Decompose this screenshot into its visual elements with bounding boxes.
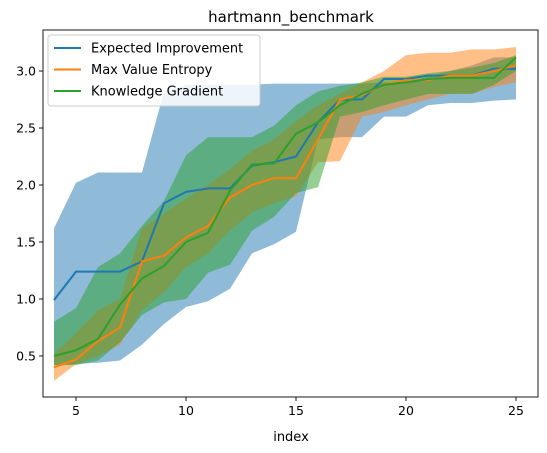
chart-title: hartmann_benchmark (208, 8, 374, 27)
y-tick-label: 2.5 (16, 121, 36, 136)
max-value-entropy-legend-label: Max Value Entropy (91, 63, 213, 78)
x-axis-label: index (273, 430, 309, 445)
expected-improvement-line (53, 67, 516, 301)
y-tick-label: 0.5 (16, 348, 36, 363)
expected-improvement-legend-label: Expected Improvement (91, 42, 243, 57)
plot-frame (42, 29, 539, 398)
y-tick-label: 3.0 (16, 64, 36, 79)
knowledge-gradient-band (54, 55, 516, 366)
y-axis: 0.5 1.0 1.5 2.0 2.5 3.0 (16, 64, 43, 363)
y-tick-label: 1.5 (16, 234, 36, 249)
x-tick-label: 25 (508, 403, 524, 418)
x-tick-label: 5 (72, 403, 80, 418)
x-axis: 5 10 15 20 25 (72, 397, 524, 418)
x-tick-label: 15 (288, 403, 304, 418)
confidence-bands (54, 47, 516, 382)
knowledge-gradient-line (53, 56, 517, 357)
legend-box (47, 34, 261, 107)
x-tick-label: 10 (178, 403, 194, 418)
y-tick-label: 2.0 (16, 178, 36, 193)
x-tick-label: 20 (398, 403, 414, 418)
knowledge-gradient-legend-label: Knowledge Gradient (91, 85, 223, 100)
legend: Expected Improvement Max Value Entropy Kno… (47, 34, 261, 107)
y-tick-label: 1.0 (16, 291, 36, 306)
series-lines (53, 56, 517, 369)
